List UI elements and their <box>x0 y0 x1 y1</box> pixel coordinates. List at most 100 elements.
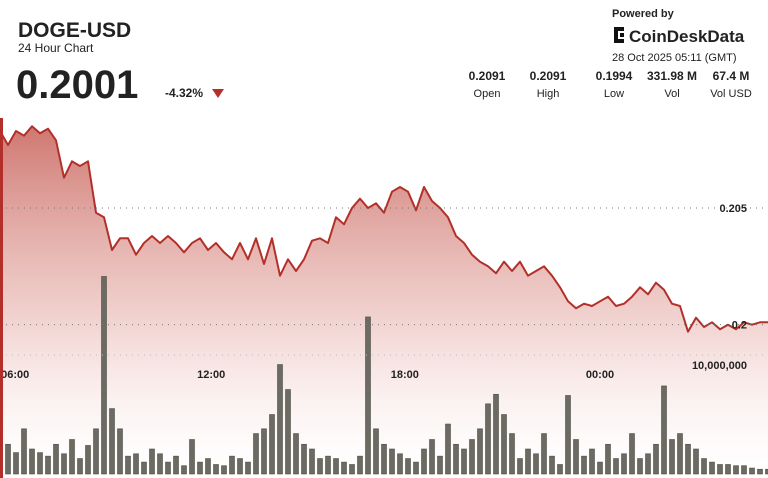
powered-by: Powered by <box>612 8 675 20</box>
volume-bar <box>493 393 499 475</box>
stat-value: 331.98 M <box>647 69 697 83</box>
volume-bar <box>237 458 243 475</box>
area-fill <box>0 126 768 475</box>
volume-bar <box>645 453 651 475</box>
volume-bar <box>669 439 675 475</box>
volume-bar <box>477 428 483 475</box>
stats: 0.2091 Open 0.2091 High 0.1994 Low 331.98 M Vol… <box>469 69 752 100</box>
x-tick-label: 12:00 <box>197 369 225 381</box>
volume-bar <box>213 464 219 475</box>
volume-bar <box>301 443 307 475</box>
stat-label: Open <box>474 88 501 100</box>
volume-bar <box>101 276 107 475</box>
brand-icon <box>614 27 624 43</box>
volume-bar <box>573 439 579 475</box>
volume-bar <box>653 443 659 475</box>
volume-bar <box>589 448 595 475</box>
volume-bar <box>85 445 91 475</box>
stat-label: Vol USD <box>710 88 752 100</box>
volume-bar <box>61 453 67 475</box>
y-tick-label: 0.2 <box>732 320 747 332</box>
plot: 0.2 0.205 10,000,000 06:00 12:00 18:00 00:00 <box>0 125 768 475</box>
stat-value: 0.1994 <box>596 69 633 83</box>
volume-bar <box>509 433 515 475</box>
volume-bar <box>661 385 667 475</box>
y2-tick-label: 10,000,000 <box>692 360 747 372</box>
volume-bar <box>261 428 267 475</box>
stat-label: High <box>537 88 560 100</box>
volume-bar <box>109 408 115 475</box>
volume-bar <box>749 467 755 475</box>
timestamp: 28 Oct 2025 05:11 (GMT) <box>612 52 737 64</box>
volume-bar <box>165 461 171 475</box>
volume-bar <box>133 453 139 475</box>
volume-bar <box>173 455 179 475</box>
volume-bar <box>37 452 43 475</box>
volume-bar <box>701 458 707 475</box>
y-tick-label: 0.205 <box>719 203 747 215</box>
volume-bar <box>13 452 19 475</box>
volume-bar <box>77 458 83 475</box>
subtitle: 24 Hour Chart <box>18 41 94 55</box>
volume-bar <box>69 439 75 475</box>
volume-bar <box>181 465 187 475</box>
volume-bar <box>581 455 587 475</box>
down-arrow <box>212 89 224 98</box>
volume-bar <box>189 439 195 475</box>
volume-bar <box>709 461 715 475</box>
volume-bar <box>317 458 323 475</box>
volume-bar <box>29 448 35 475</box>
volume-bar <box>693 448 699 475</box>
volume-bar <box>373 428 379 475</box>
stat-label: Vol <box>664 88 679 100</box>
volume-bar <box>277 364 283 475</box>
volume-bar <box>429 439 435 475</box>
volume-bar <box>613 458 619 475</box>
volume-bar <box>725 464 731 475</box>
volume-bar <box>357 455 363 475</box>
volume-bar <box>765 468 768 475</box>
volume-bar <box>93 428 99 475</box>
volume-bar <box>629 433 635 475</box>
symbol: DOGE-USD <box>18 19 131 42</box>
volume-bar <box>253 433 259 475</box>
volume-bar <box>365 316 371 475</box>
volume-bar <box>637 458 643 475</box>
x-tick-label: 06:00 <box>1 369 29 381</box>
volume-bar <box>397 453 403 475</box>
stat-value: 67.4 M <box>713 69 750 83</box>
volume-bar <box>501 414 507 475</box>
volume-bar <box>157 453 163 475</box>
volume-bar <box>45 455 51 475</box>
volume-bar <box>485 403 491 475</box>
volume-bar <box>541 433 547 475</box>
price-line <box>0 125 768 333</box>
volume-bar <box>53 443 59 475</box>
volume-bar <box>125 455 131 475</box>
volume-bar <box>549 455 555 475</box>
volume-bar <box>525 448 531 475</box>
volume-bar <box>445 423 451 475</box>
volume-bar <box>405 458 411 475</box>
volume-bar <box>421 448 427 475</box>
volume-bar <box>685 443 691 475</box>
volume-bar <box>605 443 611 475</box>
volume-bar <box>21 428 27 475</box>
volume-bar <box>333 458 339 475</box>
x-tick-label: 18:00 <box>391 369 419 381</box>
volume-bar <box>149 448 155 475</box>
volume-bar <box>717 464 723 475</box>
volume-bar <box>285 389 291 475</box>
volume-bar <box>533 453 539 475</box>
volume-bar <box>757 468 763 475</box>
stat-label: Low <box>604 88 624 100</box>
volume-bar <box>557 464 563 475</box>
volume-bar <box>469 439 475 475</box>
volume-bar <box>221 465 227 475</box>
volume-bar <box>117 428 123 475</box>
volume-bar <box>349 464 355 475</box>
volume-bar <box>229 455 235 475</box>
x-tick-label: 00:00 <box>586 369 614 381</box>
volume-bar <box>741 465 747 475</box>
